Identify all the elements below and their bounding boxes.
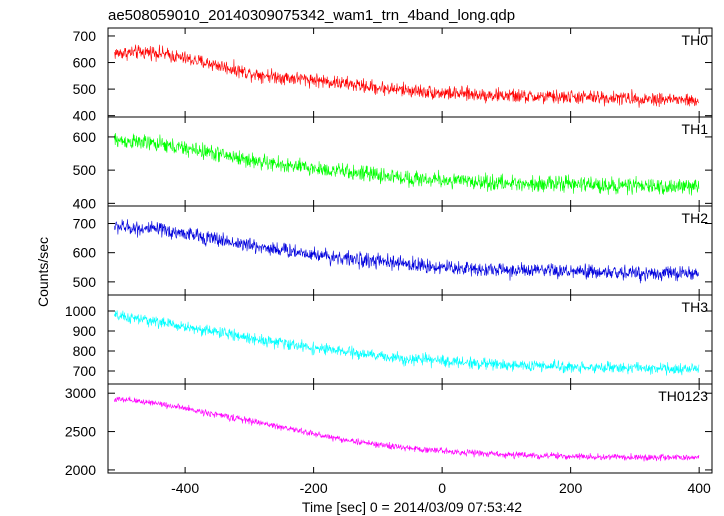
series-line-th3 xyxy=(114,310,700,376)
x-axis-label: Time [sec] 0 = 2014/03/09 07:53:42 xyxy=(302,499,522,515)
y-tick-label: 500 xyxy=(73,162,97,178)
chart-title: ae508059010_20140309075342_wam1_trn_4ban… xyxy=(108,7,515,24)
x-tick-label: -200 xyxy=(300,480,328,496)
panel-label-th0123: TH0123 xyxy=(658,388,708,404)
y-tick-label: 400 xyxy=(73,108,97,124)
y-axis-label: Counts/sec xyxy=(35,237,51,307)
y-tick-label: 1000 xyxy=(65,303,96,319)
panel-label-th2: TH2 xyxy=(682,210,709,226)
y-tick-label: 400 xyxy=(73,195,97,211)
y-tick-label: 2000 xyxy=(65,462,96,478)
y-tick-label: 900 xyxy=(73,323,97,339)
y-tick-label: 3000 xyxy=(65,385,96,401)
y-tick-label: 2500 xyxy=(65,424,96,440)
y-tick-label: 600 xyxy=(73,129,97,145)
y-tick-label: 500 xyxy=(73,81,97,97)
x-tick-label: 200 xyxy=(559,480,583,496)
panel-frame xyxy=(107,116,713,207)
x-tick-label: -400 xyxy=(171,480,199,496)
y-tick-label: 600 xyxy=(73,245,97,261)
y-tick-label: 500 xyxy=(73,274,97,290)
series-line-th2 xyxy=(114,219,699,284)
panel-label-th0: TH0 xyxy=(682,32,709,48)
panel-th1: 400 500 600 TH1 xyxy=(73,116,713,211)
panel-frame xyxy=(107,27,713,118)
y-tick-label: 700 xyxy=(73,28,97,44)
panel-label-th3: TH3 xyxy=(682,299,709,315)
panel-th0123: 2000 2500 3000 TH0123 xyxy=(65,383,713,478)
panel-th0: 400 500 600 700 TH0 xyxy=(73,27,713,124)
series-line-th0 xyxy=(114,44,700,108)
panel-th3: 700 800 900 1000 TH3 xyxy=(65,294,713,385)
panel-frame xyxy=(107,205,713,296)
x-tick-labels: -400 -200 0 200 400 xyxy=(171,480,711,496)
y-tick-label: 600 xyxy=(73,55,97,71)
y-tick-label: 700 xyxy=(73,216,97,232)
x-tick-label: 400 xyxy=(687,480,711,496)
y-tick-label: 700 xyxy=(73,363,97,379)
x-tick-label: 0 xyxy=(438,480,446,496)
panels-group: 400 500 600 700 TH0 400 500 600 TH1 500 600 700 TH2 7… xyxy=(65,27,713,478)
series-line-th0123 xyxy=(114,396,700,462)
panel-frame xyxy=(107,383,713,474)
panel-th2: 500 600 700 TH2 xyxy=(73,205,713,296)
series-line-th1 xyxy=(114,132,700,196)
y-tick-label: 800 xyxy=(73,343,97,359)
panel-label-th1: TH1 xyxy=(682,121,709,137)
